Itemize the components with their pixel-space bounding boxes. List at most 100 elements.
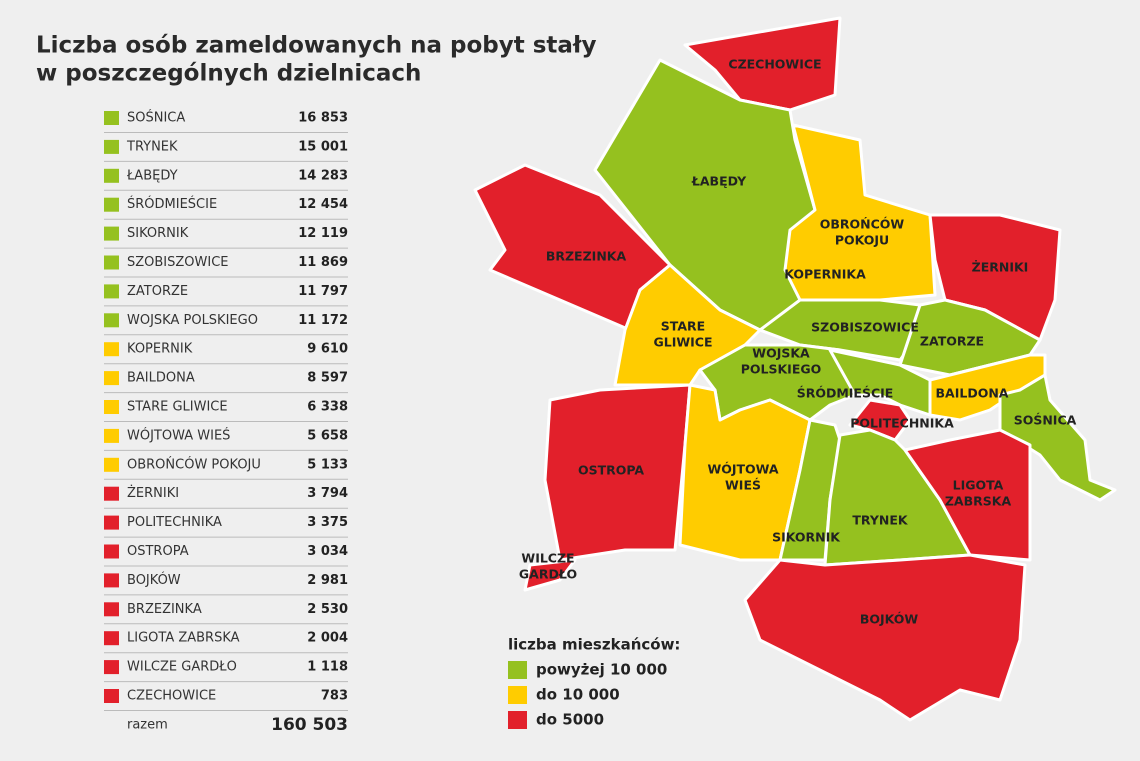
row-swatch (104, 573, 119, 588)
row-swatch (104, 111, 119, 125)
row-value: 6 338 (307, 400, 348, 415)
district-label: WÓJTOWA (707, 462, 778, 477)
row-name: STARE GLIWICE (127, 400, 228, 415)
row-name: WILCZE GARDŁO (127, 660, 237, 675)
district-label: WILCZE (521, 551, 574, 566)
district-label: POKOJU (835, 233, 889, 248)
row-name: OBROŃCÓW POKOJU (127, 456, 261, 472)
total-value: 160 503 (271, 715, 348, 735)
map (473, 16, 1117, 722)
row-swatch (104, 284, 119, 299)
district-label: STARE (661, 319, 705, 334)
row-value: 11 172 (298, 313, 348, 328)
row-name: SZOBISZOWICE (127, 255, 229, 270)
row-value: 9 610 (307, 342, 348, 357)
row-swatch (104, 486, 119, 501)
row-value: 2 981 (307, 573, 348, 588)
district-label: BRZEZINKA (546, 249, 627, 264)
district-label: SZOBISZOWICE (811, 320, 919, 335)
row-value: 11 797 (298, 284, 348, 299)
row-swatch (104, 631, 119, 646)
legend-swatch (508, 711, 527, 729)
row-value: 15 001 (298, 139, 348, 154)
row-swatch (104, 544, 119, 559)
row-swatch (104, 255, 119, 270)
row-value: 2 004 (307, 631, 348, 646)
row-name: ŁABĘDY (126, 168, 178, 183)
row-swatch (104, 139, 119, 154)
row-value: 5 133 (307, 457, 348, 472)
district-label: OSTROPA (578, 463, 644, 478)
row-swatch (104, 457, 119, 472)
row-swatch (104, 428, 119, 443)
district-label: WIEŚ (725, 478, 761, 493)
row-name: WÓJTOWA WIEŚ (127, 427, 230, 443)
row-swatch (104, 342, 119, 357)
row-value: 3 034 (307, 544, 348, 559)
row-swatch (104, 197, 119, 212)
district-label: BOJKÓW (860, 612, 919, 627)
row-name: ŻERNIKI (127, 485, 179, 501)
district-label: GARDŁO (519, 567, 577, 582)
district-label: LIGOTA (953, 478, 1004, 493)
district-label: POLSKIEGO (741, 362, 822, 377)
row-name: ŚRÓDMIEŚCIE (127, 196, 217, 212)
district-label: ZABRSKA (945, 494, 1012, 509)
row-value: 1 118 (307, 660, 348, 675)
row-value: 12 454 (298, 197, 348, 212)
district-label: ŻERNIKI (972, 260, 1029, 275)
district-label: SIKORNIK (772, 530, 841, 545)
row-value: 16 853 (298, 111, 348, 126)
district-label: OBROŃCÓW (820, 217, 905, 232)
legend-label: powyżej 10 000 (536, 661, 667, 679)
legend-label: do 5000 (536, 711, 604, 729)
district-label: ŁABĘDY (691, 174, 747, 189)
legend-label: do 10 000 (536, 686, 620, 704)
row-swatch (104, 168, 119, 183)
row-value: 14 283 (298, 168, 348, 183)
row-value: 11 869 (298, 255, 348, 270)
title-line: w poszczególnych dzielnicach (36, 61, 421, 87)
district-label: GLIWICE (653, 335, 712, 350)
row-value: 783 (321, 689, 348, 704)
row-swatch (104, 313, 119, 328)
row-name: LIGOTA ZABRSKA (127, 631, 240, 646)
row-name: BOJKÓW (127, 572, 181, 588)
row-name: TRYNEK (126, 139, 178, 154)
row-name: SIKORNIK (127, 226, 189, 241)
legend-swatch (508, 686, 527, 704)
district-label: KOPERNIKA (784, 267, 866, 282)
row-value: 2 530 (307, 602, 348, 617)
table: SOŚNICA 16 853 TRYNEK 15 001 ŁABĘDY 14 283 ŚRÓ… (104, 110, 348, 735)
row-swatch (104, 602, 119, 617)
district-label: TRYNEK (852, 513, 909, 528)
row-value: 3 794 (307, 486, 348, 501)
title-line: Liczba osób zameldowanych na pobyt stały (36, 33, 596, 59)
legend: liczba mieszkańców: powyżej 10 000 do 10 … (508, 636, 680, 729)
total-label: razem (127, 717, 168, 732)
row-swatch (104, 515, 119, 530)
legend-title: liczba mieszkańców: (508, 636, 680, 654)
district-label: ŚRÓDMIEŚCIE (797, 386, 894, 401)
row-value: 8 597 (307, 371, 348, 386)
district-label: POLITECHNIKA (850, 416, 954, 431)
row-name: OSTROPA (127, 544, 189, 559)
district (743, 553, 1027, 722)
district (523, 558, 577, 592)
row-name: BAILDONA (127, 371, 195, 386)
district-label: CZECHOWICE (728, 57, 821, 72)
district (828, 348, 932, 417)
legend-swatch (508, 661, 527, 679)
row-value: 5 658 (307, 428, 348, 443)
row-name: SOŚNICA (127, 110, 185, 126)
row-name: ZATORZE (127, 284, 188, 299)
district (543, 383, 692, 562)
district (903, 428, 1032, 562)
row-swatch (104, 689, 119, 703)
row-name: WOJSKA POLSKIEGO (127, 313, 258, 328)
row-swatch (104, 400, 119, 414)
row-value: 12 119 (298, 226, 348, 241)
district-label: BAILDONA (936, 386, 1009, 401)
row-swatch (104, 371, 119, 386)
